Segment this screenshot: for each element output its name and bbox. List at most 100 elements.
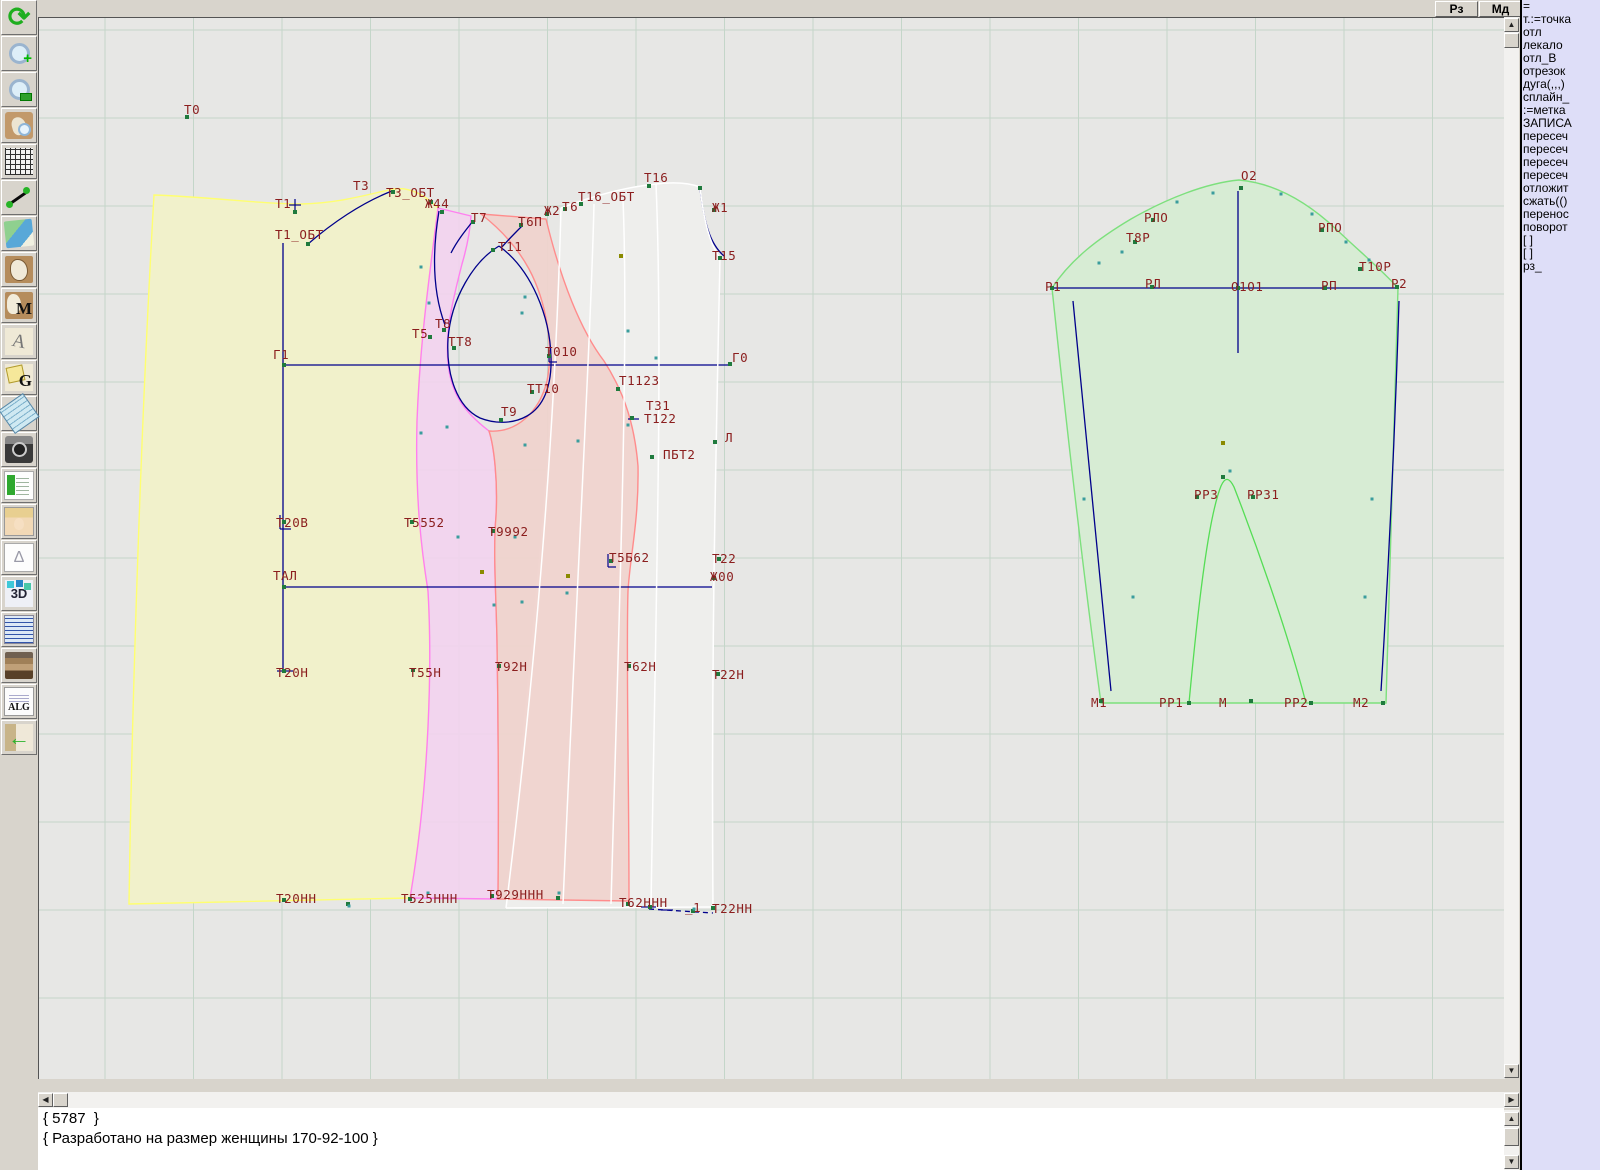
pattern-m-button[interactable] (1, 288, 37, 323)
sidebar-command-14[interactable]: отложит (1523, 182, 1569, 195)
layout-button[interactable] (1, 216, 37, 251)
text-scroll-up-arrow[interactable]: ▲ (1504, 1112, 1519, 1126)
sidebar-command-20[interactable]: рз_ (1523, 260, 1542, 273)
model-photo-button[interactable] (1, 504, 37, 539)
sidebar-command-13[interactable]: пересеч (1523, 169, 1569, 182)
drawing-canvas[interactable]: Т0 Т1 Т1_ОБТ Т3 Т3_ОБТ Ж44 Т7 Т6П Ж2 Т6 Т16_ОБТ Т16… (38, 17, 1505, 1079)
sidebar-command-9[interactable]: ЗАПИСА (1523, 117, 1572, 130)
algorithm-button[interactable] (1, 684, 37, 719)
sidebar-command-1[interactable]: т.:=точка (1523, 13, 1572, 26)
canvas-hscrollbar[interactable] (38, 1092, 1519, 1108)
sidebar-command-3[interactable]: лекало (1523, 39, 1563, 52)
hscroll-thumb[interactable] (53, 1093, 68, 1107)
rz-button[interactable]: Рз (1435, 1, 1478, 17)
point-label: Т5 (412, 326, 428, 341)
sidebar-command-10[interactable]: пересеч (1523, 130, 1569, 143)
vscroll-thumb[interactable] (1504, 33, 1519, 48)
pattern-point (627, 664, 631, 668)
view-3d-button[interactable] (1, 576, 37, 611)
map-icon (3, 218, 35, 249)
sleeve-dart[interactable] (1188, 478, 1307, 704)
status-line-1: { 5787 } (43, 1110, 99, 1127)
pattern-point (346, 902, 350, 906)
vscroll-up-arrow[interactable]: ▲ (1504, 18, 1519, 32)
sleeve-piece[interactable] (1051, 179, 1400, 704)
sidebar-command-7[interactable]: сплайн_ (1523, 91, 1570, 104)
patterns-button[interactable] (1, 252, 37, 287)
curve-dot (445, 425, 449, 429)
curve-dot (456, 535, 460, 539)
olive-dot (1221, 441, 1225, 445)
garment-sketch-button[interactable] (1, 540, 37, 575)
sidebar-command-5[interactable]: отрезок (1523, 65, 1566, 78)
pattern-point (717, 557, 721, 561)
point-label: _1 (685, 900, 701, 915)
point-label: Т20Н (276, 665, 309, 680)
sidebar-command-2[interactable]: отл (1523, 26, 1542, 39)
hem-dashes (648, 908, 714, 914)
measurements-list-button[interactable] (1, 612, 37, 647)
sidebar-command-12[interactable]: пересеч (1523, 156, 1569, 169)
grid-button[interactable] (1, 144, 37, 179)
library-button[interactable] (1, 648, 37, 683)
point-label: РЛ (1145, 276, 1161, 291)
pattern-point (1323, 286, 1327, 290)
spreadsheet-button[interactable] (1, 468, 37, 503)
pattern-point (728, 362, 732, 366)
olive-dot (480, 570, 484, 574)
pattern-point (698, 186, 702, 190)
sidebar-command-4[interactable]: отл_В (1523, 52, 1557, 65)
sidebar-command-0[interactable]: = (1523, 0, 1531, 13)
pattern-point (1151, 218, 1155, 222)
point-label: Т62ННН (619, 895, 668, 910)
pattern-point (626, 902, 630, 906)
point-label: Р2 (1391, 276, 1407, 291)
pattern-pieces[interactable] (128, 187, 639, 905)
point-label: Т1123 (619, 373, 660, 388)
sidebar-command-8[interactable]: :=метка (1523, 104, 1566, 117)
curve-dot (1097, 261, 1101, 265)
sidebar-command-19[interactable]: [ ] (1523, 247, 1534, 260)
undo-button[interactable] (1, 0, 37, 35)
pattern-point (630, 416, 634, 420)
sidebar-command-15[interactable]: сжать(() (1523, 195, 1568, 208)
point-label: Т9992 (488, 524, 529, 539)
pattern-point (1195, 495, 1199, 499)
curve-dots (347, 191, 1374, 911)
curve-dot (426, 891, 430, 895)
point-label: Т6 (562, 199, 578, 214)
sidebar-command-11[interactable]: пересеч (1523, 143, 1569, 156)
front-piece[interactable] (478, 213, 639, 902)
view-pattern-button[interactable] (1, 108, 37, 143)
camera-button[interactable] (1, 432, 37, 467)
pattern-g-button[interactable] (1, 360, 37, 395)
armhole-entry-2 (501, 225, 523, 248)
zoom-in-button[interactable] (1, 36, 37, 71)
zoom-in-icon (5, 40, 33, 67)
md-button[interactable]: Мд (1479, 1, 1522, 17)
construction-lines[interactable] (282, 187, 730, 914)
zoom-select-button[interactable] (1, 72, 37, 107)
pattern-point (452, 346, 456, 350)
hscroll-right-arrow[interactable]: ▶ (1504, 1093, 1519, 1107)
text-scroll-thumb[interactable] (1504, 1128, 1519, 1146)
sidebar-command-6[interactable]: дуга(,,,) (1523, 78, 1565, 91)
curve-dot (1175, 200, 1179, 204)
sidebar-command-16[interactable]: перенос (1523, 208, 1569, 221)
ruler-button[interactable] (0, 393, 40, 434)
text-scroll-down-arrow[interactable]: ▼ (1504, 1155, 1519, 1169)
status-text-panel[interactable]: { 5787 } { Разработано на размер женщины… (38, 1108, 1504, 1170)
exit-button[interactable] (1, 720, 37, 755)
sidebar-command-17[interactable]: поворот (1523, 221, 1568, 234)
curve-dot (1310, 212, 1314, 216)
hscroll-left-arrow[interactable]: ◀ (38, 1093, 53, 1107)
canvas-vscrollbar[interactable] (1504, 17, 1519, 1078)
vscroll-down-arrow[interactable]: ▼ (1504, 1064, 1519, 1078)
point-label: Т92Н (495, 659, 528, 674)
sidebar-command-18[interactable]: [ ] (1523, 234, 1534, 247)
pattern-point (718, 256, 722, 260)
spreadsheet-icon (4, 471, 34, 500)
measure-button[interactable] (1, 180, 37, 215)
drafting-tools-button[interactable] (1, 324, 37, 359)
pattern-point (545, 212, 549, 216)
